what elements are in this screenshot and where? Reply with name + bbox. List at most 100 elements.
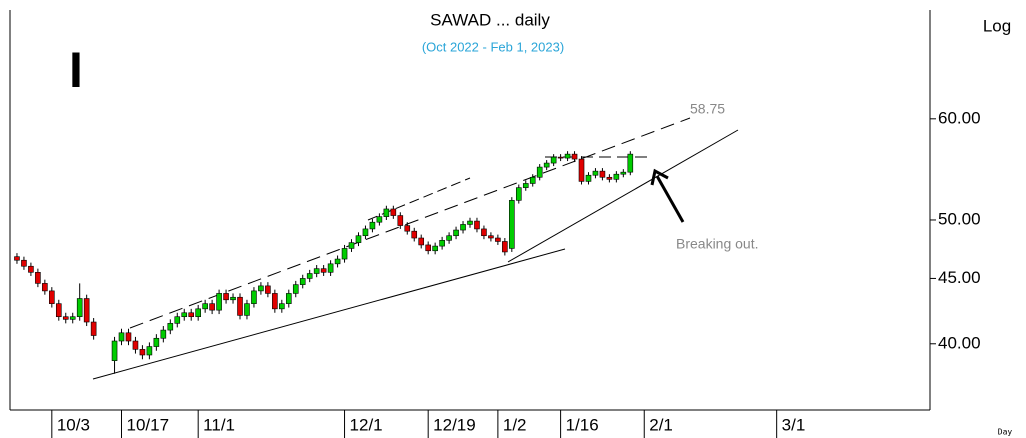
candle-body xyxy=(557,156,564,159)
candle-body xyxy=(258,285,264,292)
arrow-head xyxy=(650,168,669,186)
candle-body xyxy=(425,244,431,252)
candle-body xyxy=(432,245,438,252)
candle-body xyxy=(362,228,369,237)
candle-body xyxy=(390,208,397,216)
candle-body xyxy=(272,293,278,310)
candle-body xyxy=(306,273,313,279)
candle-body xyxy=(495,237,501,242)
candle-body xyxy=(174,316,181,324)
candle-body xyxy=(160,329,167,339)
candle-body xyxy=(202,303,208,310)
candle-body xyxy=(320,268,327,273)
candle-body xyxy=(216,293,222,311)
candle-body xyxy=(411,230,418,239)
candle-body xyxy=(529,176,536,184)
candle-body xyxy=(334,258,341,265)
candle-body xyxy=(397,215,404,226)
candle-body xyxy=(467,220,473,225)
candle-body xyxy=(188,312,195,318)
candle-body xyxy=(376,216,383,223)
candle-body xyxy=(35,271,41,284)
x-tick-label: 1/2 xyxy=(503,415,527,434)
y-tick-label: 50.00 xyxy=(938,209,981,228)
candle-body xyxy=(21,259,27,267)
candle-body xyxy=(481,228,487,237)
candle-body xyxy=(488,235,494,239)
candle-body xyxy=(195,308,201,318)
candle-body xyxy=(125,332,132,342)
candle-body xyxy=(69,316,76,320)
candle-body xyxy=(111,340,118,361)
y-tick-label: 40.00 xyxy=(938,333,981,352)
x-tick-label: 1/16 xyxy=(566,415,599,434)
candle-body xyxy=(355,235,362,243)
marker-text: I xyxy=(69,42,83,98)
candle-body xyxy=(42,283,48,292)
support-line xyxy=(92,248,566,380)
candle-body xyxy=(285,293,292,304)
candle-body xyxy=(76,298,83,318)
candle-body xyxy=(230,296,236,301)
candle-body xyxy=(348,242,355,249)
candle-body xyxy=(592,170,599,176)
candle-body xyxy=(571,153,578,160)
candle-body xyxy=(536,166,543,178)
breakout-line xyxy=(507,129,739,263)
resistance-dashed-2 xyxy=(367,177,471,221)
candle-body xyxy=(564,153,571,159)
candle-body xyxy=(83,298,90,323)
candle-body xyxy=(522,183,529,188)
candle-body xyxy=(515,187,522,201)
y-tick-label: 60.00 xyxy=(938,108,981,127)
candle-body xyxy=(418,237,425,246)
candle-body xyxy=(251,290,257,304)
candle-body xyxy=(279,303,285,310)
candle-body xyxy=(237,296,243,316)
candle-body xyxy=(62,316,69,320)
candle-body xyxy=(453,229,459,237)
candle-body xyxy=(265,285,271,294)
candle-body xyxy=(167,323,174,331)
y-tick-label: 45.00 xyxy=(938,268,981,287)
x-tick-label: 12/19 xyxy=(433,415,476,434)
candle-body xyxy=(627,153,634,173)
candle-body xyxy=(383,208,390,217)
candle-body xyxy=(474,220,480,230)
x-tick-label: 2/1 xyxy=(649,415,673,434)
candle-body xyxy=(404,225,411,232)
x-tick-label: 3/1 xyxy=(782,415,806,434)
candle-body xyxy=(578,158,585,182)
scale-label: Log xyxy=(983,16,1011,35)
candle-body xyxy=(146,346,153,356)
candle-body xyxy=(14,256,20,261)
candle-body xyxy=(139,349,146,356)
candle-body xyxy=(606,176,613,180)
candle-body xyxy=(460,224,466,231)
candle-body xyxy=(244,303,250,316)
chart-subtitle: (Oct 2022 - Feb 1, 2023) xyxy=(422,39,564,54)
candle-body xyxy=(620,171,627,175)
candle-body xyxy=(118,332,125,342)
candle-body xyxy=(209,303,215,311)
annotation-breakout: Breaking out. xyxy=(676,236,759,252)
candle-body xyxy=(599,170,606,178)
candle-body xyxy=(223,293,229,301)
candle-body xyxy=(181,312,188,318)
arrow-shaft xyxy=(655,175,685,223)
candle-body xyxy=(509,200,515,249)
candle-body xyxy=(502,241,508,253)
candle-body xyxy=(153,337,160,347)
candle-body xyxy=(28,265,34,273)
candle-body xyxy=(55,303,62,318)
x-unit-label: Day xyxy=(998,428,1013,437)
candle-body xyxy=(299,278,306,285)
candle-body xyxy=(327,263,334,273)
candle-body xyxy=(613,173,620,180)
chart-title: SAWAD ... daily xyxy=(430,10,550,29)
candle-body xyxy=(313,268,320,274)
candle-body xyxy=(369,221,376,230)
annotation-price: 58.75 xyxy=(690,101,725,117)
candle-body xyxy=(90,321,97,336)
